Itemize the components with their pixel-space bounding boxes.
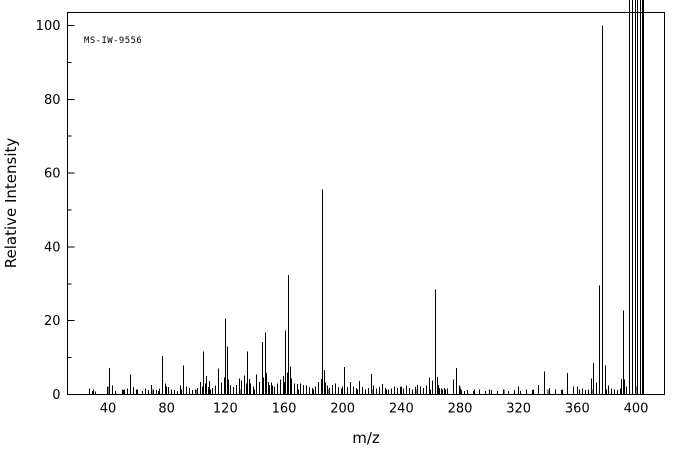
plot-frame	[67, 12, 665, 395]
x-axis-title: m/z	[352, 429, 380, 447]
x-tick-label: 80	[158, 402, 175, 417]
x-tick-label: 400	[624, 402, 649, 417]
y-tick-label: 40	[44, 240, 61, 255]
y-tick-label: 0	[52, 388, 60, 403]
x-tick-label: 240	[389, 402, 414, 417]
y-tick-label: 80	[44, 93, 61, 108]
y-tick-label: 20	[44, 314, 61, 329]
x-tick-label: 320	[506, 402, 531, 417]
spectrum-peaks	[89, 0, 644, 395]
y-axis-tick-labels: 0 20 40 60 80 100	[36, 19, 61, 403]
x-tick-label: 280	[448, 402, 473, 417]
x-tick-label: 160	[272, 402, 297, 417]
y-axis-title: Relative Intensity	[2, 138, 20, 269]
x-tick-label: 360	[565, 402, 590, 417]
y-axis-ticks	[67, 25, 75, 395]
x-axis-tick-labels: 40 80 120 160 200 240 280 320 360 400	[100, 402, 649, 417]
x-tick-label: 40	[100, 402, 117, 417]
y-tick-label: 100	[36, 19, 61, 34]
x-tick-label: 200	[330, 402, 355, 417]
sample-label: MS-IW-9556	[84, 36, 142, 46]
x-tick-label: 120	[213, 402, 238, 417]
y-tick-label: 60	[44, 167, 61, 182]
